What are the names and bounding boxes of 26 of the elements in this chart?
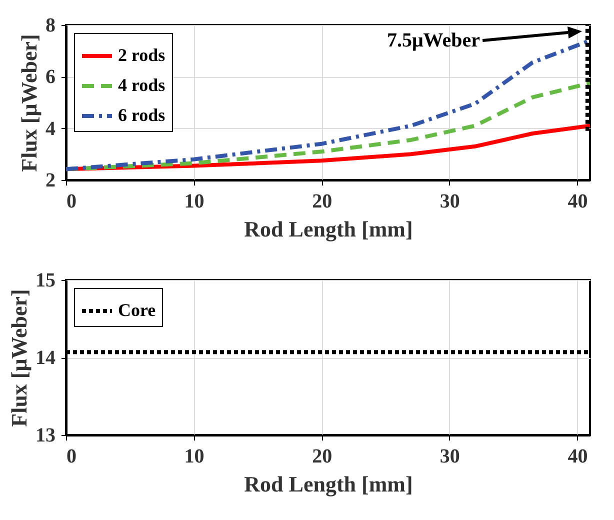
x-tick-label: 0 (66, 446, 76, 468)
y-tick-label: 8 (46, 14, 56, 36)
y-tick-label: 2 (46, 170, 56, 192)
x-tick-label: 10 (184, 446, 204, 468)
legend-label: 6 rods (118, 105, 166, 125)
x-tick-label: 20 (312, 446, 332, 468)
x-tick-label: 10 (184, 190, 204, 212)
legend-label: 4 rods (118, 75, 166, 95)
annotation: 7.5μWeber (386, 30, 480, 52)
x-tick-label: 40 (568, 190, 588, 212)
x-tick-label: 0 (66, 190, 76, 212)
x-axis-title: Rod Length [mm] (244, 472, 413, 496)
y-axis-title: Flux [μWeber] (6, 289, 32, 427)
x-tick-label: 40 (568, 446, 588, 468)
x-tick-label: 20 (312, 190, 332, 212)
y-tick-label: 15 (36, 270, 56, 292)
y-axis-title: Flux [μWeber] (16, 34, 42, 172)
x-tick-label: 30 (440, 190, 460, 212)
y-tick-label: 13 (36, 424, 56, 446)
y-tick-label: 4 (46, 118, 56, 140)
legend-label: 2 rods (118, 45, 166, 65)
y-tick-label: 14 (36, 347, 56, 369)
legend-label: Core (118, 300, 156, 320)
x-tick-label: 30 (440, 446, 460, 468)
y-tick-label: 6 (46, 66, 56, 88)
x-axis-title: Rod Length [mm] (244, 216, 413, 242)
